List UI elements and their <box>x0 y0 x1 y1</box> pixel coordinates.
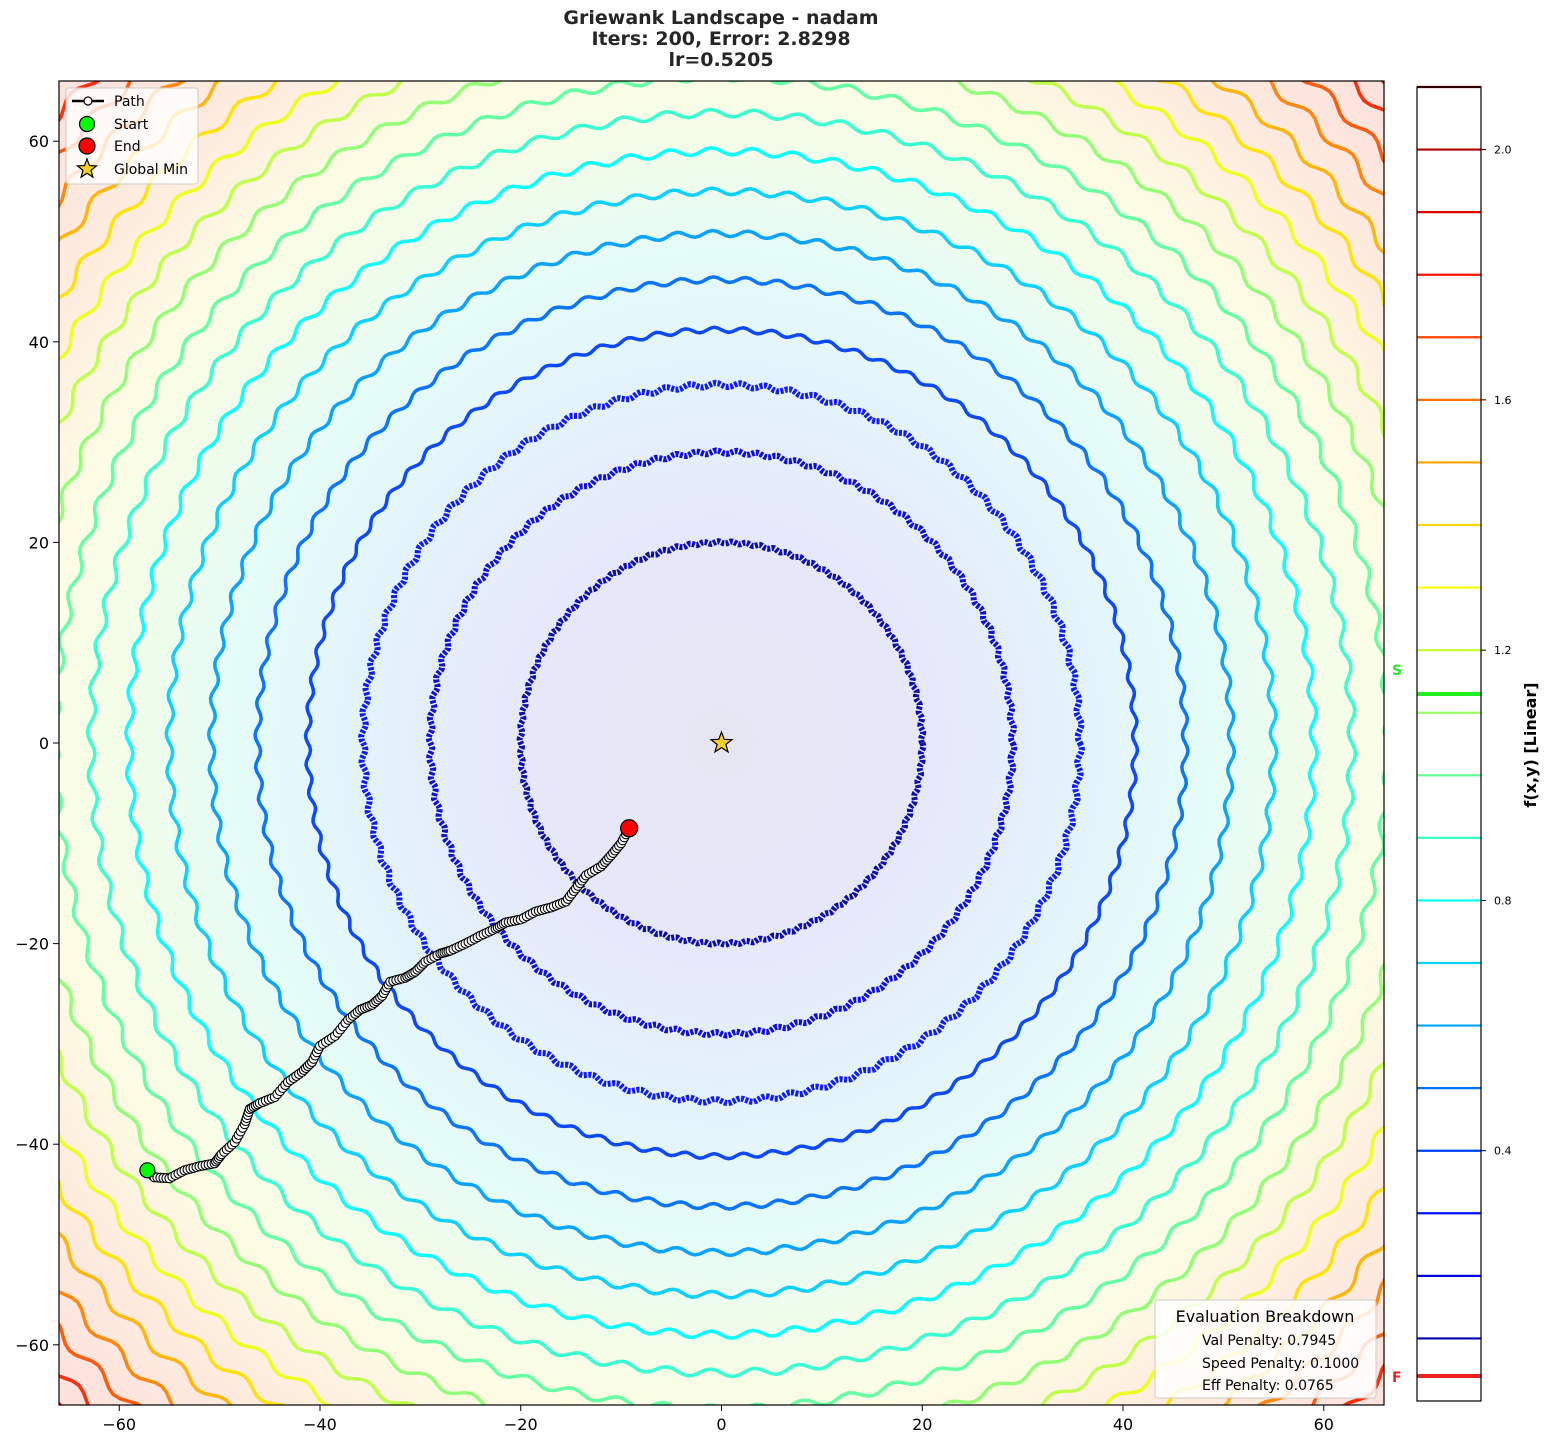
end-marker <box>620 819 639 838</box>
title-line-1: Griewank Landscape - nadam <box>563 7 879 29</box>
contour-ring <box>303 325 1140 1161</box>
y-tick-label: −40 <box>15 1135 49 1154</box>
y-tick-label: 40 <box>29 333 49 352</box>
markers <box>139 730 734 1179</box>
start-marker <box>139 1162 156 1179</box>
path-marker-icon <box>83 96 93 106</box>
colorbar-tick-label: 0.8 <box>1494 894 1512 907</box>
legend-item-start: Start <box>78 115 149 133</box>
colorbar-frame <box>1416 86 1482 1402</box>
legend-label-end: End <box>114 139 141 155</box>
y-tick-label: −60 <box>15 1336 49 1355</box>
colorbar-tick-label: 1.2 <box>1494 644 1512 657</box>
x-tick-label: 60 <box>1314 1415 1334 1434</box>
x-tick-label: −20 <box>504 1415 538 1434</box>
colorbar-ticks: 0.4 0.8 1.2 1.6 2.0 <box>1481 144 1512 1158</box>
legend: Path Start End Global Min <box>65 87 199 185</box>
colorbar-background <box>1417 87 1481 1401</box>
val-penalty: Val Penalty: 0.7945 <box>1202 1333 1336 1349</box>
contour-ring <box>253 275 1190 1211</box>
end-circle-icon <box>78 137 96 155</box>
eff-penalty: Eff Penalty: 0.0765 <box>1202 1378 1334 1394</box>
y-tick-label: −20 <box>15 935 49 954</box>
colorbar-label: f(x,y) [Linear] <box>1521 682 1540 807</box>
contour-ring <box>85 107 1358 1379</box>
x-tick-label: 0 <box>716 1415 726 1434</box>
star-icon <box>75 157 99 179</box>
x-tick-label: −40 <box>303 1415 337 1434</box>
x-tick-label: −60 <box>102 1415 136 1434</box>
title-line-2: Iters: 200, Error: 2.8298 <box>591 28 851 50</box>
title-line-3: lr=0.5205 <box>668 49 774 71</box>
contour-ring <box>206 228 1237 1258</box>
contour-ring <box>59 81 1384 1405</box>
colorbar-final-marker: F <box>1392 1370 1402 1386</box>
speed-penalty: Speed Penalty: 0.1000 <box>1202 1356 1359 1372</box>
legend-label-path: Path <box>114 94 145 110</box>
legend-box <box>65 87 199 185</box>
y-tick-label: 20 <box>29 533 49 552</box>
legend-label-start: Start <box>114 117 149 133</box>
colorbar-start-marker: S <box>1392 663 1402 679</box>
colorbar: 0.4 0.8 1.2 1.6 2.0 S F f(x,y) [Linear] <box>1392 85 1540 1402</box>
global-min-star-icon <box>709 730 734 754</box>
colorbar-tick-label: 0.4 <box>1494 1145 1512 1158</box>
axes-ticks: −60 −40 −20 0 20 40 60 −60 −40 −20 0 20 40 60 <box>15 132 1334 1434</box>
x-tick-label: 20 <box>912 1415 932 1434</box>
y-tick-label: 60 <box>29 132 49 151</box>
legend-item-end: End <box>78 137 141 155</box>
legend-label-global-min: Global Min <box>114 162 188 178</box>
contour-ring <box>516 538 927 948</box>
contour-ring <box>164 186 1279 1300</box>
evaluation-box <box>1154 1299 1377 1399</box>
legend-item-path: Path <box>72 94 145 110</box>
chart-title: Griewank Landscape - nadam Iters: 200, E… <box>421 8 1021 71</box>
start-circle-icon <box>78 115 96 133</box>
contour-ring <box>124 146 1319 1340</box>
contour-ring <box>59 81 1384 1405</box>
colorbar-tick-label: 1.6 <box>1494 394 1512 407</box>
colorbar-tick-label: 2.0 <box>1494 144 1512 157</box>
contour-ring <box>358 379 1085 1107</box>
contour-ring <box>59 81 1384 1405</box>
y-tick-label: 0 <box>39 734 49 753</box>
evaluation-breakdown: Evaluation Breakdown Val Penalty: 0.7945… <box>1154 1299 1377 1399</box>
legend-item-global-min: Global Min <box>75 157 188 179</box>
contour-ring <box>425 447 1018 1039</box>
x-tick-label: 40 <box>1113 1415 1133 1434</box>
evaluation-title: Evaluation Breakdown <box>1176 1307 1355 1326</box>
